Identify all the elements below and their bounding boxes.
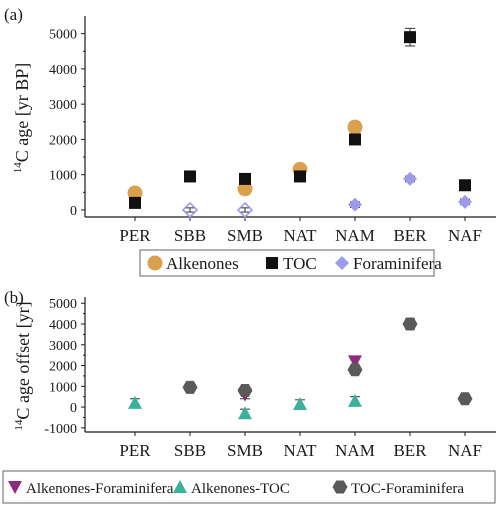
a-legend-marker-alkenones [147,255,163,271]
a-point-toc-sbb [184,170,196,183]
a-point-alkenones-nam [347,119,363,135]
a-series-alkenones [127,119,363,201]
b-point-alkenones-toc-nam [348,393,362,407]
a-point-foraminifera-sbb [181,201,199,219]
panel-b: (b) 14C age offset [yr] -1000 0 1000 2000 30… [2,288,496,504]
a-point-toc-naf [459,179,471,192]
a-x-tick-label: NAT [283,226,317,245]
a-point-toc-smb [239,172,251,185]
b-y-tick-label: 2000 [49,360,77,375]
b-x-tick-label: PER [119,441,151,460]
a-legend-label-foraminifera: Foraminifera [353,254,442,273]
b-y-tick-label: 1000 [49,380,77,395]
a-point-toc-nam [349,133,361,146]
b-x-tick-label: NAM [335,441,375,460]
b-x-tick-label: SBB [174,441,206,460]
a-series-foraminifera [181,171,472,219]
legend-a-frame [139,249,435,277]
b-point-toc-foraminifera-sbb [182,380,198,394]
legend-b-frame [2,470,496,504]
a-x-tick-label: SMB [227,226,263,245]
b-point-alkenones-toc-nat [293,396,307,410]
b-legend-label-alkenones-toc: Alkenones-TOC [191,481,290,497]
a-point-toc-per [129,196,141,209]
a-series-toc [129,27,471,209]
b-y-tick-label: 5000 [49,297,77,312]
a-point-foraminifera-naf [458,194,472,209]
a-point-foraminifera-smb [236,201,254,219]
panel-a-ylabel: 14C age [yr BP] [12,63,32,173]
b-legend-marker-toc-foraminifera [332,480,348,494]
panel-b-label: (b) [4,288,24,307]
b-legend-marker-alkenones-foraminifera [8,481,22,494]
b-series-alkenones-foraminifera [238,355,362,402]
a-x-tick-label: SBB [174,226,206,245]
a-legend-marker-foraminifera [335,256,349,270]
b-point-toc-foraminifera-smb [237,383,253,397]
b-legend-marker-alkenones-toc [173,480,187,493]
b-series-toc-foraminifera [182,317,473,406]
panel-a-ylabel-text: C age [yr BP] [12,63,32,162]
b-point-alkenones-toc-per [128,395,142,409]
b-point-alkenones-foraminifera-nam [348,355,362,369]
b-legend-label-toc-foraminifera: TOC-Foraminifera [351,481,464,497]
a-y-tick-label: 3000 [49,98,77,113]
a-y-tick-label: 0 [70,204,77,219]
a-legend-marker-toc [266,257,278,269]
b-y-tick-label: -1000 [44,422,77,437]
a-y-tick-label: 1000 [49,169,77,184]
legend-a: Alkenones TOC Foraminifera [139,249,442,277]
panel-a-ylabel-superscript: 14 [12,162,24,174]
a-y-tick-label: 4000 [49,63,77,78]
a-legend-label-toc: TOC [283,254,317,273]
panel-a-label: (a) [4,5,23,24]
a-x-tick-label: PER [119,226,151,245]
b-x-tick-label: NAT [283,441,317,460]
panel-b-ylabel-text: C age offset [yr] [13,301,33,419]
a-point-foraminifera-ber [403,171,417,186]
a-point-alkenones-smb [237,181,253,197]
a-point-toc-nat [294,170,306,183]
a-x-tick-label: NAM [335,226,375,245]
a-point-alkenones-per [127,185,143,201]
b-legend-label-alkenones-foraminifera: Alkenones-Foraminifera [26,481,174,497]
a-y-tick-label: 5000 [49,28,77,43]
b-x-tick-label: BER [393,441,427,460]
b-point-toc-foraminifera-naf [457,392,473,406]
a-x-tick-label: NAF [448,226,482,245]
panel-b-ylabel: 14C age offset [yr] [13,301,33,430]
a-y-tick-label: 2000 [49,133,77,148]
b-x-tick-label: NAF [448,441,482,460]
a-legend-label-alkenones: Alkenones [166,254,239,273]
b-y-tick-label: 0 [70,401,77,416]
panel-b-ylabel-superscript: 14 [13,419,25,431]
b-y-tick-label: 4000 [49,318,77,333]
b-point-alkenones-toc-smb [238,406,252,420]
b-point-toc-foraminifera-nam [347,363,363,377]
a-x-tick-label: BER [393,226,427,245]
a-point-foraminifera-nam [348,197,362,212]
b-x-tick-label: SMB [227,441,263,460]
panel-a: (a) 14C age [yr BP] 0 1000 2000 3000 4000 500… [4,5,496,277]
a-point-toc-ber [404,31,416,44]
b-point-toc-foraminifera-ber [402,317,418,331]
legend-b: Alkenones-Foraminifera Alkenones-TOC TOC-F… [2,470,496,504]
b-series-alkenones-toc [128,393,362,420]
b-y-tick-label: 3000 [49,339,77,354]
